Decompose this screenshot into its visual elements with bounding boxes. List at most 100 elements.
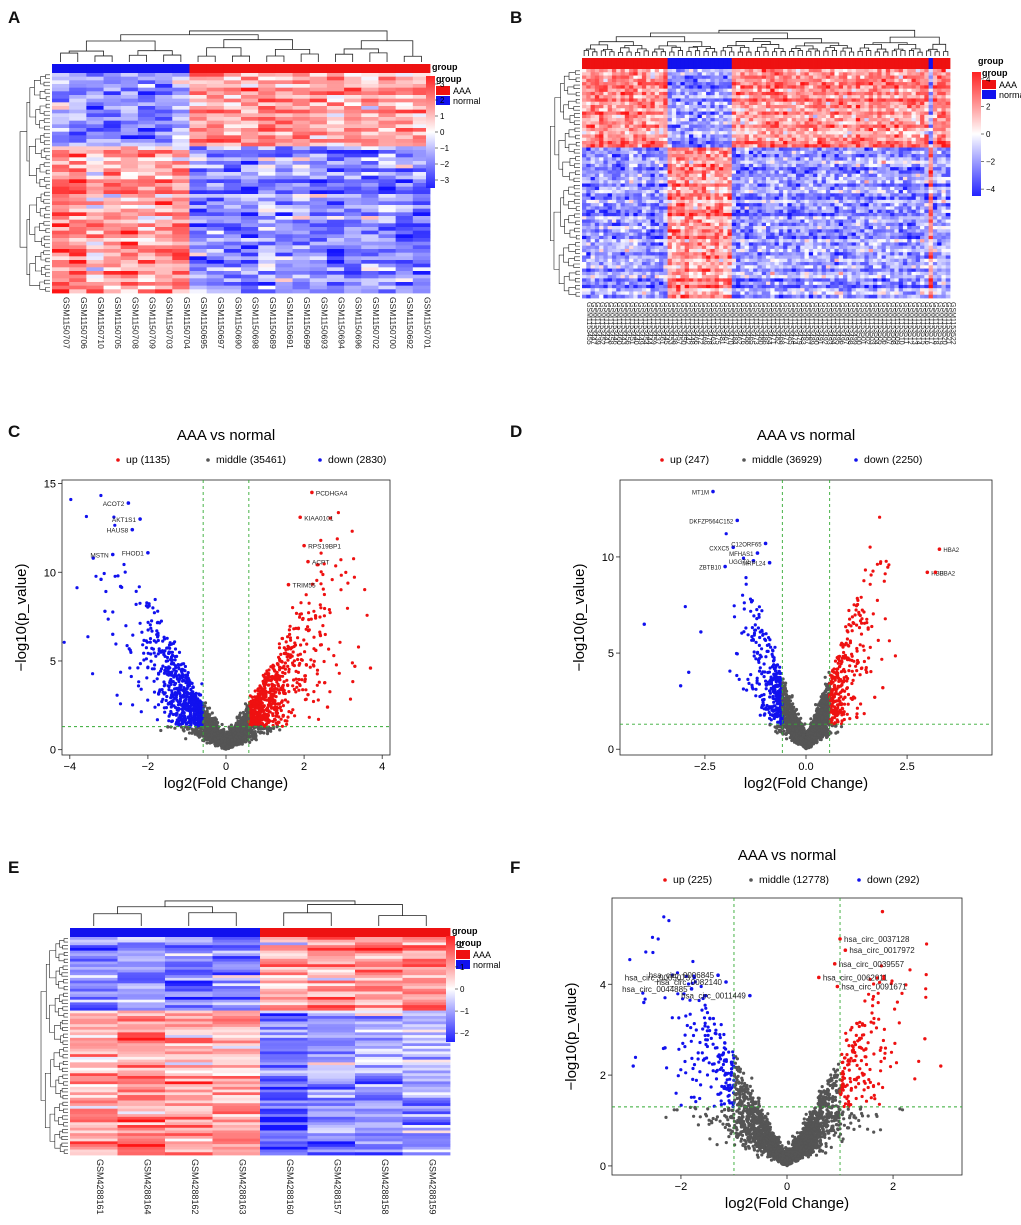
heatmap-cell	[172, 242, 190, 246]
heatmap-cell	[663, 112, 668, 116]
heatmap-cell	[916, 108, 921, 112]
heatmap-cell	[706, 167, 711, 171]
heatmap-cell	[189, 91, 207, 95]
heatmap-cell	[920, 108, 925, 112]
heatmap-cell	[413, 278, 431, 282]
heatmap-cell	[770, 184, 775, 188]
heatmap-cell	[894, 184, 899, 188]
heatmap-cell	[907, 85, 912, 89]
heatmap-cell	[625, 148, 630, 152]
heatmap-cell	[155, 198, 173, 202]
heatmap-cell	[882, 131, 887, 135]
heatmap-cell	[172, 95, 190, 99]
heatmap-cell	[792, 170, 797, 174]
heatmap-cell	[792, 193, 797, 197]
heatmap-cell	[69, 113, 87, 117]
heatmap-cell	[224, 183, 242, 187]
heatmap-cell	[860, 92, 865, 96]
heatmap-cell	[344, 242, 362, 246]
heatmap-cell	[646, 193, 651, 197]
heatmap-cell	[886, 102, 891, 106]
heatmap-cell	[327, 205, 345, 209]
heatmap-cell	[830, 118, 835, 122]
heatmap-cell	[775, 193, 780, 197]
heatmap-cell	[834, 89, 839, 93]
heatmap-cell	[933, 161, 938, 165]
heatmap-cell	[873, 148, 878, 152]
color-scale-bar	[426, 76, 435, 188]
heatmap-cell	[138, 286, 156, 290]
heatmap-cell	[706, 187, 711, 191]
heatmap-cell	[616, 82, 621, 86]
dendrogram-branch	[46, 185, 50, 189]
heatmap-cell	[869, 72, 874, 76]
heatmap-cell	[877, 167, 882, 171]
heatmap-cell	[899, 102, 904, 106]
heatmap-cell	[702, 112, 707, 116]
heatmap-cell	[749, 151, 754, 155]
heatmap-cell	[869, 174, 874, 178]
heatmap-cell	[899, 92, 904, 96]
heatmap-cell	[586, 170, 591, 174]
heatmap-cell	[586, 197, 591, 201]
heatmap-cell	[847, 121, 852, 125]
heatmap-cell	[706, 157, 711, 161]
heatmap-cell	[753, 95, 758, 99]
heatmap-cell	[732, 108, 737, 112]
heatmap-cell	[378, 113, 396, 117]
heatmap-cell	[676, 92, 681, 96]
heatmap-cell	[775, 190, 780, 194]
heatmap-cell	[207, 172, 225, 176]
heatmap-cell	[680, 121, 685, 125]
heatmap-cell	[586, 187, 591, 191]
heatmap-cell	[685, 200, 690, 204]
heatmap-cell	[344, 183, 362, 187]
heatmap-cell	[189, 110, 207, 114]
heatmap-cell	[646, 92, 651, 96]
heatmap-cell	[599, 170, 604, 174]
heatmap-cell	[86, 150, 104, 154]
heatmap-cell	[830, 187, 835, 191]
heatmap-cell	[155, 154, 173, 158]
heatmap-cell	[753, 148, 758, 152]
heatmap-cell	[946, 141, 951, 145]
heatmap-cell	[625, 128, 630, 132]
heatmap-cell	[757, 105, 762, 109]
heatmap-cell	[762, 138, 767, 142]
heatmap-cell	[946, 157, 951, 161]
heatmap-cell	[638, 141, 643, 145]
heatmap-cell	[749, 82, 754, 86]
heatmap-cell	[138, 190, 156, 194]
heatmap-cell	[698, 72, 703, 76]
group-bar-cell	[155, 64, 173, 73]
heatmap-cell	[715, 134, 720, 138]
heatmap-cell	[52, 231, 70, 235]
heatmap-cell	[685, 138, 690, 142]
heatmap-cell	[886, 79, 891, 83]
heatmap-cell	[920, 134, 925, 138]
heatmap-cell	[258, 271, 276, 275]
heatmap-cell	[224, 220, 242, 224]
heatmap-cell	[680, 105, 685, 109]
heatmap-cell	[899, 167, 904, 171]
heatmap-cell	[826, 154, 831, 158]
heatmap-cell	[753, 131, 758, 135]
heatmap-cell	[843, 161, 848, 165]
heatmap-cell	[779, 72, 784, 76]
heatmap-cell	[378, 110, 396, 114]
heatmap-cell	[327, 106, 345, 110]
heatmap-cell	[732, 85, 737, 89]
dendrogram-branch	[41, 253, 46, 260]
heatmap-cell	[907, 193, 912, 197]
sample-label: GSM1150709	[148, 297, 158, 349]
heatmap-cell	[155, 205, 173, 209]
heatmap-cell	[911, 190, 916, 194]
heatmap-cell	[869, 108, 874, 112]
heatmap-cell	[625, 118, 630, 122]
heatmap-cell	[621, 177, 626, 181]
heatmap-cell	[121, 128, 139, 132]
heatmap-cell	[258, 234, 276, 238]
heatmap-cell	[800, 174, 805, 178]
heatmap-cell	[396, 161, 414, 165]
heatmap-cell	[924, 141, 929, 145]
